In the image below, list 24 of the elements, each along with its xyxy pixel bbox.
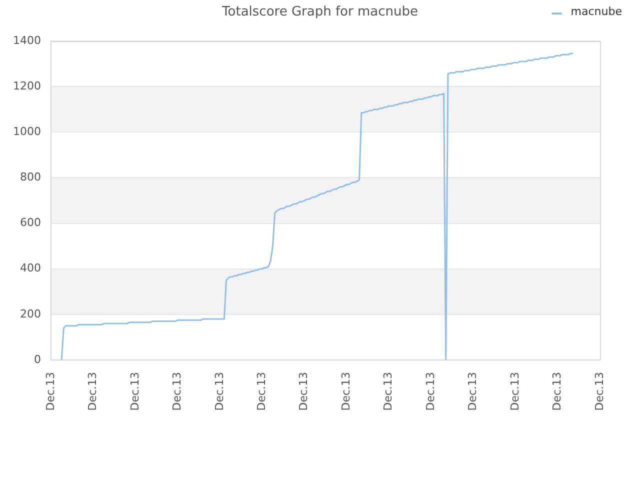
y-tick-label: 1200 xyxy=(13,79,41,92)
y-tick-label: 600 xyxy=(20,216,41,230)
x-tick-label: Dec.13 xyxy=(86,372,100,411)
y-tick-label: 1400 xyxy=(13,34,41,47)
legend-label: macnube xyxy=(570,4,622,18)
x-tick-label: Dec.13 xyxy=(382,372,395,411)
x-tick-label: Dec.13 xyxy=(255,372,268,411)
y-tick-label: 200 xyxy=(20,307,41,320)
x-tick-label: Dec.13 xyxy=(44,372,57,411)
x-tick-label: Dec.13 xyxy=(508,372,522,411)
x-tick-label: Dec.13 xyxy=(170,372,184,411)
x-tick-label: Dec.13 xyxy=(212,372,226,411)
x-tick-label: Dec.13 xyxy=(339,372,352,411)
chart-title: Totalscore Graph for macnube xyxy=(221,4,418,20)
y-tick-label: 0 xyxy=(34,352,41,366)
y-tick-label: 400 xyxy=(20,262,41,275)
x-tick-label: Dec.13 xyxy=(424,372,437,411)
x-tick-label: Dec.13 xyxy=(297,372,310,411)
x-tick-label: Dec.13 xyxy=(550,372,564,411)
y-tick-label: 800 xyxy=(20,170,41,184)
x-tick-label: Dec.13 xyxy=(466,372,480,411)
y-tick-label: 1000 xyxy=(13,125,41,138)
x-tick-label: Dec.13 xyxy=(592,372,606,411)
x-tick-label: Dec.13 xyxy=(128,372,142,411)
